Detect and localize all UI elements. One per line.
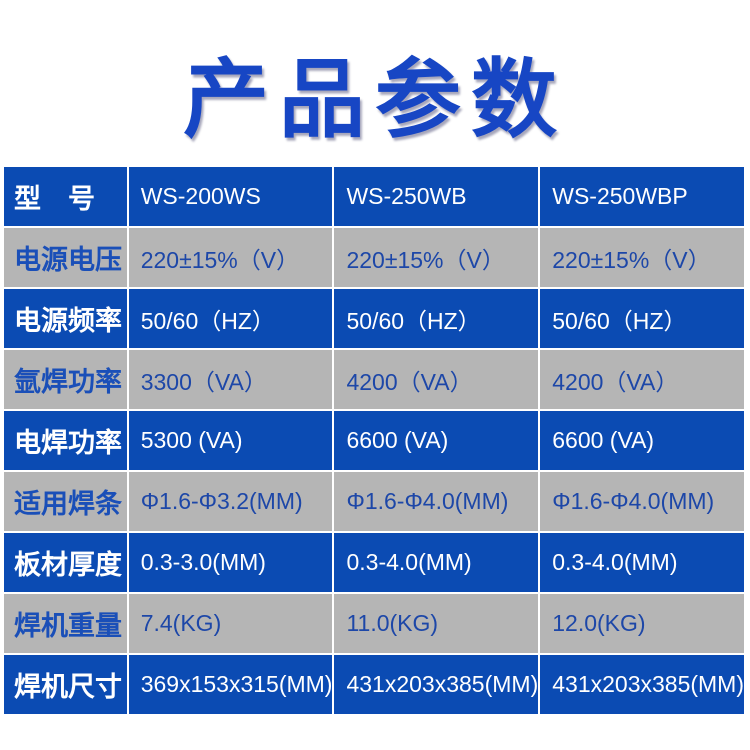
spec-table: 型 号 WS-200WS WS-250WB WS-250WBP 电源电压 220±15%（… (2, 165, 746, 716)
table-cell: WS-250WB (334, 167, 539, 226)
table-cell: 5300 (VA) (128, 411, 333, 470)
table-row: 板材厚度 0.3-3.0(MM) 0.3-4.0(MM) 0.3-4.0(MM) (4, 533, 744, 592)
table-cell: 220±15%（V） (334, 228, 539, 287)
table-cell: Φ1.6-Φ3.2(MM) (128, 472, 333, 531)
table-cell: WS-200WS (128, 167, 333, 226)
table-cell: 369x153x315(MM) (128, 655, 333, 714)
table-cell: 0.3-3.0(MM) (128, 533, 333, 592)
table-cell: 0.3-4.0(MM) (540, 533, 744, 592)
table-cell: Φ1.6-Φ4.0(MM) (540, 472, 744, 531)
table-row: 电源电压 220±15%（V） 220±15%（V） 220±15%（V） (4, 228, 744, 287)
row-label: 电源电压 (4, 228, 127, 287)
table-cell: 220±15%（V） (540, 228, 744, 287)
row-label: 型 号 (4, 167, 127, 226)
table-cell: 7.4(KG) (128, 594, 333, 653)
table-cell: 50/60（HZ） (128, 289, 333, 348)
table-cell: 50/60（HZ） (334, 289, 539, 348)
table-cell: 220±15%（V） (128, 228, 333, 287)
page-title: 产品参数 (183, 50, 567, 150)
table-cell: 11.0(KG) (334, 594, 539, 653)
table-row: 电焊功率 5300 (VA) 6600 (VA) 6600 (VA) (4, 411, 744, 470)
table-cell: 12.0(KG) (540, 594, 744, 653)
table-cell: 431x203x385(MM) (334, 655, 539, 714)
table-row: 氩焊功率 3300（VA） 4200（VA） 4200（VA） (4, 350, 744, 409)
table-cell: 0.3-4.0(MM) (334, 533, 539, 592)
table-row: 适用焊条 Φ1.6-Φ3.2(MM) Φ1.6-Φ4.0(MM) Φ1.6-Φ4.0(… (4, 472, 744, 531)
table-cell: 6600 (VA) (334, 411, 539, 470)
table-cell: 431x203x385(MM) (540, 655, 744, 714)
table-cell: Φ1.6-Φ4.0(MM) (334, 472, 539, 531)
table-row: 焊机重量 7.4(KG) 11.0(KG) 12.0(KG) (4, 594, 744, 653)
table-row: 电源频率 50/60（HZ） 50/60（HZ） 50/60（HZ） (4, 289, 744, 348)
table-cell: 6600 (VA) (540, 411, 744, 470)
row-label: 焊机尺寸 (4, 655, 127, 714)
table-row: 型 号 WS-200WS WS-250WB WS-250WBP (4, 167, 744, 226)
table-row: 焊机尺寸 369x153x315(MM) 431x203x385(MM) 431x20… (4, 655, 744, 714)
row-label: 板材厚度 (4, 533, 127, 592)
table-cell: 4200（VA） (540, 350, 744, 409)
table-cell: 4200（VA） (334, 350, 539, 409)
row-label: 电焊功率 (4, 411, 127, 470)
table-cell: 50/60（HZ） (540, 289, 744, 348)
table-cell: WS-250WBP (540, 167, 744, 226)
row-label: 焊机重量 (4, 594, 127, 653)
row-label: 适用焊条 (4, 472, 127, 531)
row-label: 氩焊功率 (4, 350, 127, 409)
table-cell: 3300（VA） (128, 350, 333, 409)
row-label: 电源频率 (4, 289, 127, 348)
